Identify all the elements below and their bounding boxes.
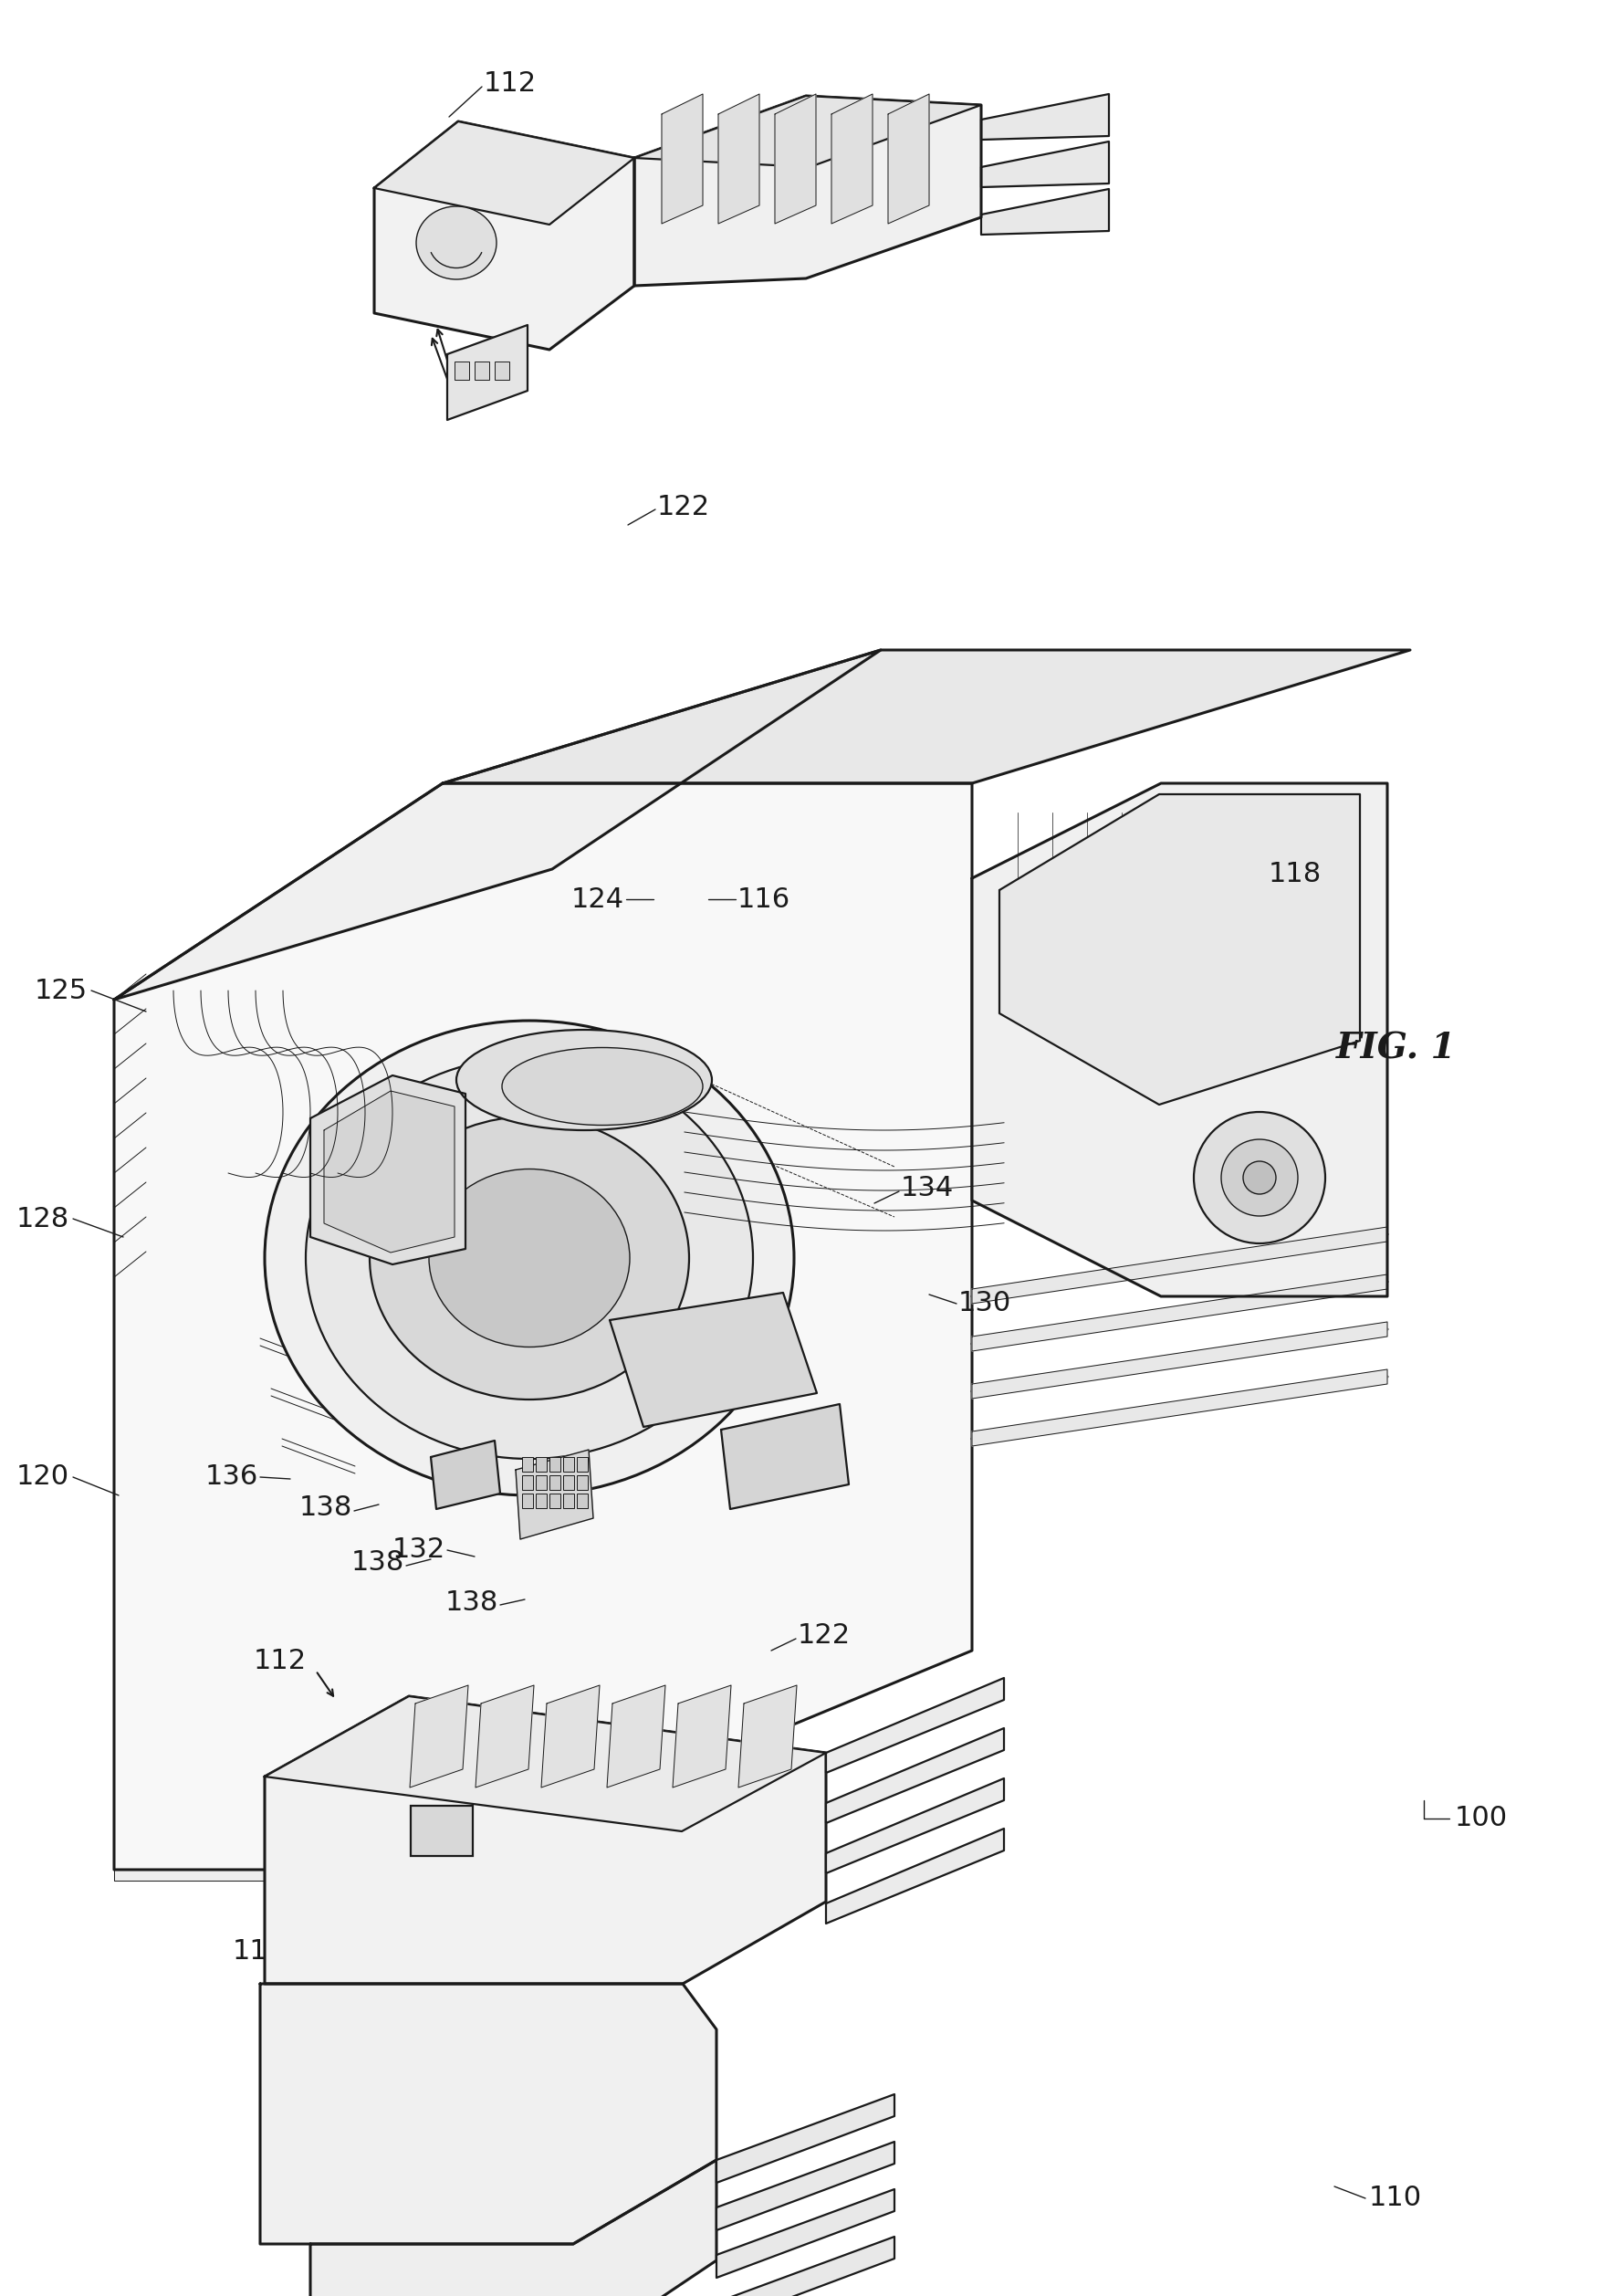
Bar bbox=[522, 1492, 533, 1508]
Text: 132: 132 bbox=[393, 1536, 446, 1564]
Ellipse shape bbox=[417, 207, 496, 280]
Text: 138: 138 bbox=[444, 1589, 499, 1616]
Polygon shape bbox=[443, 650, 1410, 783]
Text: 136: 136 bbox=[204, 1465, 258, 1490]
Polygon shape bbox=[607, 1685, 665, 1789]
Polygon shape bbox=[721, 1405, 848, 1508]
Polygon shape bbox=[114, 650, 881, 999]
Polygon shape bbox=[826, 1729, 1005, 1823]
Polygon shape bbox=[980, 94, 1109, 140]
Bar bbox=[536, 1476, 547, 1490]
Bar bbox=[576, 1476, 588, 1490]
Ellipse shape bbox=[370, 1116, 689, 1401]
Circle shape bbox=[1222, 1139, 1298, 1217]
Text: 118: 118 bbox=[1269, 861, 1322, 889]
Bar bbox=[549, 1476, 560, 1490]
Polygon shape bbox=[374, 122, 634, 225]
Bar bbox=[536, 1458, 547, 1472]
Text: 124: 124 bbox=[572, 886, 625, 912]
Polygon shape bbox=[774, 94, 816, 223]
Text: 112: 112 bbox=[254, 1649, 306, 1674]
Text: 112: 112 bbox=[483, 71, 536, 96]
Ellipse shape bbox=[456, 1031, 712, 1130]
Text: FIG. 1: FIG. 1 bbox=[1336, 1031, 1457, 1065]
Polygon shape bbox=[826, 1678, 1005, 1773]
Bar bbox=[475, 360, 489, 379]
Polygon shape bbox=[972, 1274, 1388, 1350]
Polygon shape bbox=[718, 94, 760, 223]
Polygon shape bbox=[831, 94, 873, 223]
Polygon shape bbox=[475, 1685, 535, 1789]
Bar bbox=[454, 360, 469, 379]
Polygon shape bbox=[1000, 794, 1360, 1104]
Circle shape bbox=[1243, 1162, 1277, 1194]
Polygon shape bbox=[673, 1685, 731, 1789]
Text: 110: 110 bbox=[1368, 2186, 1422, 2211]
Polygon shape bbox=[264, 1697, 826, 1984]
Polygon shape bbox=[634, 96, 980, 285]
Ellipse shape bbox=[306, 1056, 753, 1458]
Bar bbox=[549, 1458, 560, 1472]
Polygon shape bbox=[114, 1869, 443, 1880]
Text: 138: 138 bbox=[299, 1495, 353, 1522]
Bar bbox=[549, 1492, 560, 1508]
Bar bbox=[564, 1476, 575, 1490]
Bar bbox=[411, 1805, 473, 1855]
Polygon shape bbox=[826, 1828, 1005, 1924]
Polygon shape bbox=[716, 2188, 895, 2278]
Polygon shape bbox=[541, 1685, 599, 1789]
Polygon shape bbox=[634, 96, 980, 168]
Ellipse shape bbox=[428, 1169, 630, 1348]
Polygon shape bbox=[980, 142, 1109, 188]
Polygon shape bbox=[114, 783, 972, 1869]
Text: 128: 128 bbox=[16, 1205, 69, 1233]
Bar bbox=[576, 1492, 588, 1508]
Text: 120: 120 bbox=[16, 1465, 69, 1490]
Polygon shape bbox=[739, 1685, 797, 1789]
Polygon shape bbox=[610, 1293, 816, 1426]
Text: 100: 100 bbox=[1455, 1805, 1509, 1832]
Bar bbox=[564, 1458, 575, 1472]
Polygon shape bbox=[716, 2142, 895, 2229]
Bar bbox=[522, 1458, 533, 1472]
Polygon shape bbox=[889, 94, 929, 223]
Polygon shape bbox=[826, 1779, 1005, 1874]
Ellipse shape bbox=[264, 1022, 794, 1495]
Polygon shape bbox=[448, 326, 528, 420]
Text: 116: 116 bbox=[737, 886, 791, 912]
Polygon shape bbox=[324, 1091, 454, 1254]
Polygon shape bbox=[311, 1075, 465, 1265]
Polygon shape bbox=[980, 188, 1109, 234]
Text: 130: 130 bbox=[958, 1290, 1011, 1318]
Text: 134: 134 bbox=[902, 1176, 955, 1201]
Text: 122: 122 bbox=[797, 1623, 850, 1649]
Polygon shape bbox=[972, 1322, 1388, 1398]
Text: 138: 138 bbox=[351, 1550, 404, 1575]
Polygon shape bbox=[716, 2236, 895, 2296]
Polygon shape bbox=[972, 783, 1388, 1297]
Polygon shape bbox=[261, 1984, 716, 2243]
Bar bbox=[564, 1492, 575, 1508]
Polygon shape bbox=[431, 1440, 501, 1508]
Polygon shape bbox=[411, 1685, 469, 1789]
Bar bbox=[536, 1492, 547, 1508]
Polygon shape bbox=[972, 1226, 1388, 1304]
Circle shape bbox=[1193, 1111, 1325, 1244]
Polygon shape bbox=[515, 1449, 592, 1538]
Polygon shape bbox=[972, 1368, 1388, 1446]
Polygon shape bbox=[662, 94, 704, 223]
Polygon shape bbox=[374, 122, 634, 349]
Text: 125: 125 bbox=[34, 978, 87, 1003]
Polygon shape bbox=[311, 2161, 716, 2296]
Bar bbox=[576, 1458, 588, 1472]
Text: 122: 122 bbox=[657, 494, 710, 519]
Text: 114: 114 bbox=[232, 1938, 285, 1965]
Polygon shape bbox=[716, 2094, 895, 2183]
Polygon shape bbox=[264, 1697, 826, 1832]
Bar bbox=[522, 1476, 533, 1490]
Ellipse shape bbox=[502, 1047, 704, 1125]
Bar bbox=[494, 360, 509, 379]
